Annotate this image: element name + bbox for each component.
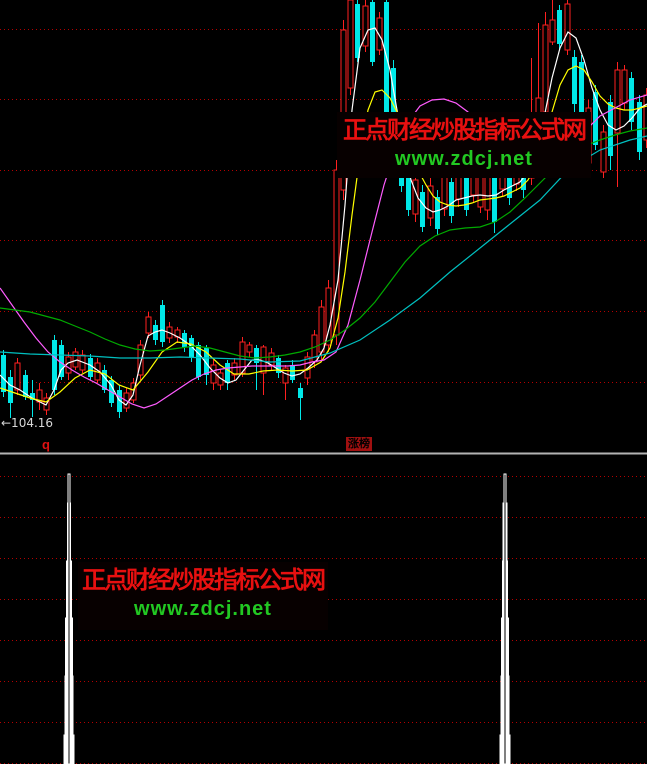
x-axis-highlight-badge: 涨榜: [346, 437, 372, 451]
watermark-site-name: 正点财经炒股指标公式网: [343, 117, 587, 144]
kline-panel[interactable]: [0, 0, 647, 420]
ma-line-ma5: [0, 27, 647, 406]
ma-line-ma30: [0, 127, 647, 359]
x-axis-left-label: q: [42, 437, 50, 452]
watermark-site-name: 正点财经炒股指标公式网: [82, 567, 326, 594]
indicator-panel[interactable]: [0, 473, 647, 764]
watermark-site-url: www.zdcj.net: [134, 598, 272, 620]
price-marker-label: ←104.16: [1, 416, 54, 430]
watermark-site-url: www.zdcj.net: [395, 148, 533, 170]
ma-line-ma60: [0, 135, 647, 363]
watermark-top: 正点财经炒股指标公式网 www.zdcj.net: [337, 112, 591, 178]
watermark-bottom: 正点财经炒股指标公式网 www.zdcj.net: [78, 562, 328, 630]
